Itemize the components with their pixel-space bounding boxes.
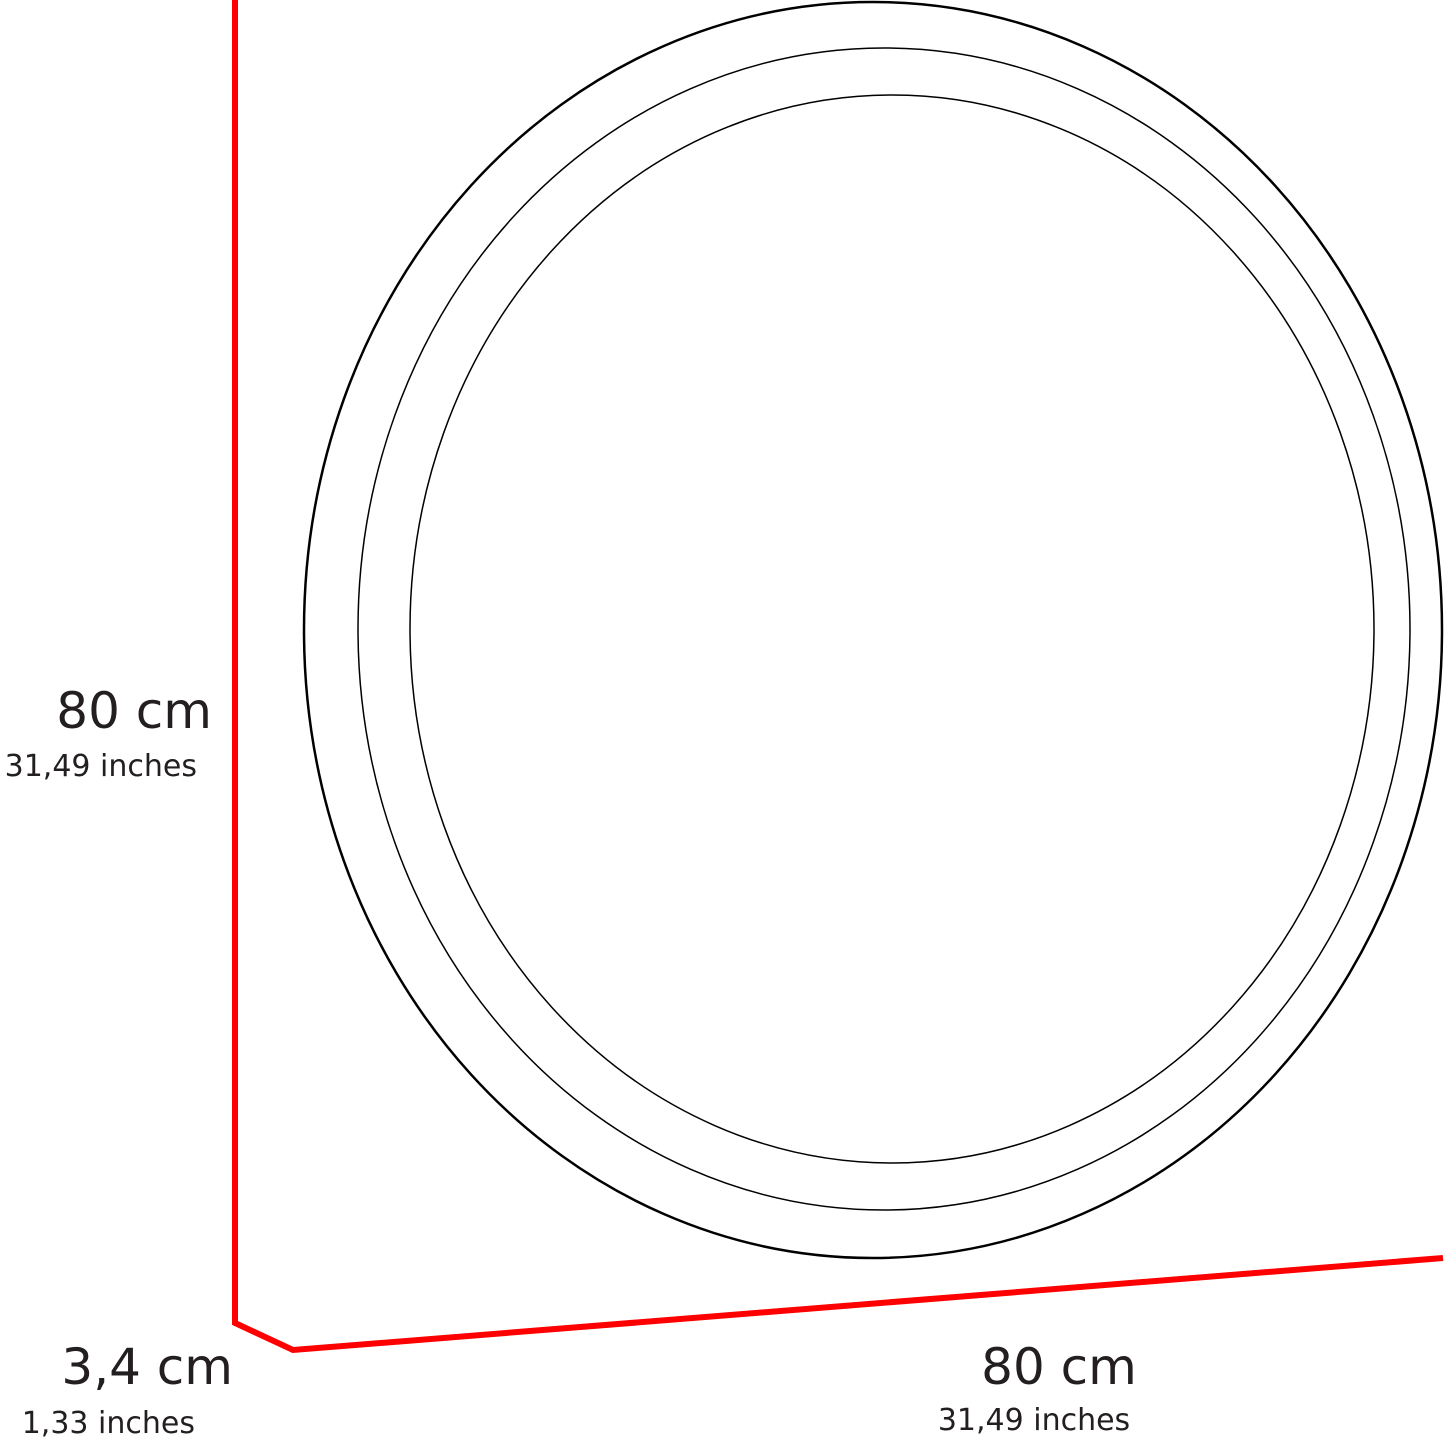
height-metric: 80 cm: [56, 682, 212, 740]
depth-imperial: 1,33 inches: [22, 1406, 195, 1441]
mirror-outer-edge: [302, 0, 1444, 1260]
width-imperial: 31,49 inches: [938, 1403, 1130, 1438]
dimension-lines: [232, 0, 1444, 1354]
width-metric: 80 cm: [981, 1338, 1137, 1396]
mirror-middle-edge: [357, 47, 1411, 1211]
height-imperial: 31,49 inches: [5, 749, 197, 784]
mirror-inner-edge: [409, 94, 1375, 1164]
depth-metric: 3,4 cm: [61, 1338, 233, 1396]
